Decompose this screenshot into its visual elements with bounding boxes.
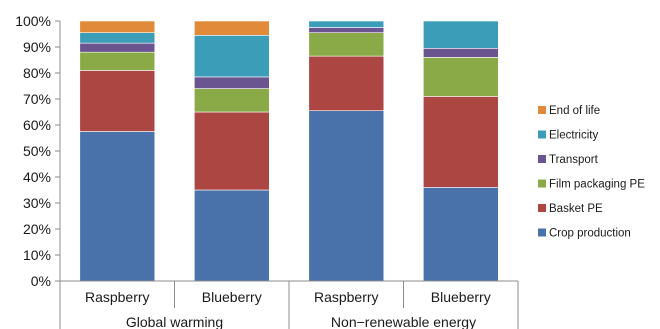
legend-label-crop-production: Crop production <box>549 228 631 240</box>
x-category-label: Raspberry <box>85 289 150 305</box>
bar-segment-basket-pe-2 <box>194 111 270 191</box>
x-group-label-global-warming: Global warming <box>126 314 223 329</box>
y-tick-label: 70% <box>23 91 51 107</box>
x-category-label: Raspberry <box>314 289 379 305</box>
bar-segment-film-packaging-pe-1 <box>79 51 156 71</box>
x-category-label: Blueberry <box>202 289 262 305</box>
bar-segment-electricity-1 <box>79 32 156 44</box>
bar-segment-film-packaging-pe-3 <box>308 32 385 57</box>
y-tick-label: 30% <box>23 195 51 211</box>
bar-segment-film-packaging-pe-4 <box>422 57 499 97</box>
legend-swatch-electricity <box>538 130 546 139</box>
y-tick-label: 90% <box>23 39 51 55</box>
bar-segment-crop-production-3 <box>308 110 385 282</box>
legend-swatch-transport <box>538 155 546 163</box>
legend-swatch-film-packaging-pe <box>538 179 546 188</box>
bar-segment-film-packaging-pe-2 <box>194 88 270 113</box>
bar-segment-electricity-2 <box>194 34 270 78</box>
bar-segment-basket-pe-4 <box>422 96 499 188</box>
x-axis-labels: Raspberry Blueberry Raspberry Blueberry Glob… <box>85 289 491 329</box>
legend-label-transport: Transport <box>549 154 599 166</box>
bar-segment-transport-2 <box>194 76 270 89</box>
y-tick-label: 10% <box>23 247 51 263</box>
bar-segment-end-of-life-2 <box>194 20 270 36</box>
legend: End of life Electricity Transport Film pack… <box>538 105 645 240</box>
legend-label-film-packaging-pe: Film packaging PE <box>549 179 645 191</box>
y-tick-label: 50% <box>23 143 51 159</box>
legend-swatch-basket-pe <box>538 204 546 212</box>
y-tick-label: 0% <box>31 273 51 289</box>
bar-segment-electricity-3 <box>308 20 385 28</box>
bar-segment-crop-production-4 <box>422 187 499 282</box>
y-tick-label: 20% <box>23 221 51 237</box>
x-group-label-non-renewable-energy: Non−renewable energy <box>331 314 476 329</box>
legend-label-end-of-life: End of life <box>549 105 600 117</box>
legend-swatch-crop-production <box>538 228 546 237</box>
bar-segment-crop-production-2 <box>194 189 270 282</box>
bar-segment-crop-production-1 <box>79 131 156 282</box>
bar-segment-end-of-life-1 <box>79 20 156 33</box>
legend-label-electricity: Electricity <box>549 130 598 142</box>
bar-segment-transport-4 <box>422 47 499 58</box>
legend-swatch-end-of-life <box>538 106 546 114</box>
y-tick-label: 80% <box>23 65 51 81</box>
y-tick-label: 60% <box>23 117 51 133</box>
bars-layer <box>79 20 499 282</box>
x-category-label: Blueberry <box>431 289 491 305</box>
bar-segment-transport-1 <box>79 42 156 53</box>
bar-segment-basket-pe-1 <box>79 70 156 132</box>
y-tick-label: 40% <box>23 169 51 185</box>
y-axis-ticks: 0% 10% 20% 30% 40% 50% 60% 70% 80% 90% 100% <box>15 13 60 289</box>
legend-label-basket-pe: Basket PE <box>549 203 603 215</box>
bar-segment-transport-3 <box>308 27 385 33</box>
bar-segment-electricity-4 <box>422 20 499 49</box>
bar-segment-basket-pe-3 <box>308 55 385 111</box>
y-tick-label: 100% <box>15 13 51 29</box>
